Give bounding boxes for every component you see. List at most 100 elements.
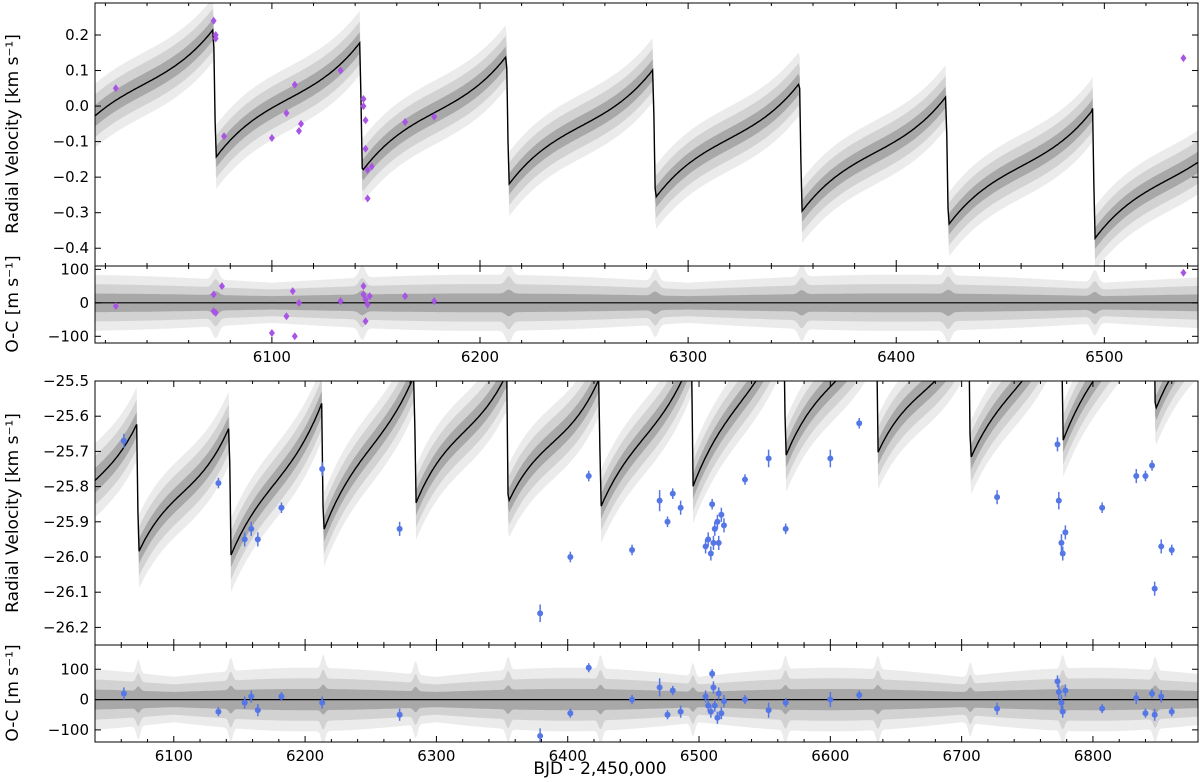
data-point xyxy=(396,711,403,718)
data-point xyxy=(241,536,248,543)
x-tick-label: 6500 xyxy=(680,747,718,765)
data-point xyxy=(1142,473,1149,480)
data-point xyxy=(856,420,863,427)
x-tick-label: 6300 xyxy=(417,747,455,765)
data-point xyxy=(656,497,663,504)
model-band-mid xyxy=(95,381,1185,580)
data-point xyxy=(396,525,403,532)
data-point xyxy=(827,455,834,462)
data-point xyxy=(765,707,772,714)
data-point xyxy=(212,308,219,317)
y-tick-label: −25.9 xyxy=(43,513,89,531)
y-tick-label: −26.2 xyxy=(43,618,89,636)
data-point xyxy=(1062,687,1069,694)
data-point xyxy=(702,693,709,700)
y-tick-label: −100 xyxy=(48,721,89,739)
data-point xyxy=(364,300,371,309)
data-point xyxy=(741,476,748,483)
data-point xyxy=(215,708,222,715)
y-tick-label: −100 xyxy=(48,327,89,345)
data-point xyxy=(1059,550,1066,557)
panel-bottom-residuals: 6100 6200 6300 6400 6500 6600 6700 6800 −100 0 100… xyxy=(3,644,1199,765)
data-point xyxy=(718,710,725,717)
data-point xyxy=(710,684,717,691)
data-point xyxy=(215,480,222,487)
data-point xyxy=(402,292,409,301)
data-point xyxy=(629,546,636,553)
data-point xyxy=(994,705,1001,712)
data-point xyxy=(1062,529,1069,536)
data-point xyxy=(112,84,119,93)
data-point xyxy=(362,317,369,326)
data-point xyxy=(1054,441,1061,448)
data-point xyxy=(218,282,225,291)
data-point xyxy=(1133,473,1140,480)
data-point xyxy=(431,112,438,121)
data-point xyxy=(664,518,671,525)
y-tick-label: 0.0 xyxy=(65,97,89,115)
data-point xyxy=(364,166,371,175)
data-point xyxy=(741,696,748,703)
data-point xyxy=(1168,546,1175,553)
data-point xyxy=(715,539,722,546)
data-point xyxy=(112,302,119,311)
data-point xyxy=(212,34,219,43)
data-point xyxy=(709,501,716,508)
data-point xyxy=(711,525,718,532)
y-tick-label: 100 xyxy=(60,660,89,678)
data-point xyxy=(248,693,255,700)
data-point xyxy=(585,664,592,671)
data-point xyxy=(362,116,369,125)
data-point xyxy=(1055,688,1062,695)
data-point xyxy=(1055,497,1062,504)
data-point xyxy=(669,687,676,694)
data-point xyxy=(1149,462,1156,469)
data-point xyxy=(711,702,718,709)
y-axis-label: O-C [m s⁻¹] xyxy=(3,644,23,741)
y-tick-label: −0.2 xyxy=(53,168,89,186)
data-point xyxy=(709,670,716,677)
y-tick-label: 100 xyxy=(60,260,89,278)
x-tick-label: 6200 xyxy=(461,348,499,366)
x-tick-label: 6200 xyxy=(286,747,324,765)
y-axis-label: O-C [m s⁻¹] xyxy=(3,255,23,352)
data-point xyxy=(1058,539,1065,546)
panel-top-residuals: 6100 6200 6300 6400 6500 −100 0 100 O-C [m s⁻¹] xyxy=(3,255,1199,366)
data-point xyxy=(362,144,369,153)
data-point xyxy=(360,94,367,103)
plot-area xyxy=(95,381,1195,623)
data-point xyxy=(585,473,592,480)
y-tick-label: −26.1 xyxy=(43,583,89,601)
y-tick-label: 0.1 xyxy=(65,62,89,80)
data-point xyxy=(1099,705,1106,712)
data-point xyxy=(1180,54,1187,63)
data-point xyxy=(337,66,344,75)
x-tick-label: 6800 xyxy=(1074,747,1112,765)
data-point xyxy=(1099,504,1106,511)
y-tick-label: −0.3 xyxy=(53,204,89,222)
data-point xyxy=(537,732,544,739)
data-point xyxy=(629,696,636,703)
data-point xyxy=(120,690,127,697)
x-tick-label: 6400 xyxy=(877,348,915,366)
y-tick-label: −25.8 xyxy=(43,478,89,496)
data-point xyxy=(718,511,725,518)
data-point xyxy=(1054,678,1061,685)
data-point xyxy=(268,328,275,337)
data-point xyxy=(283,109,290,118)
data-point xyxy=(283,312,290,321)
data-point xyxy=(254,536,261,543)
data-point xyxy=(254,707,261,714)
y-tick-label: −0.4 xyxy=(53,239,89,257)
y-axis-label: Radial Velocity [km s⁻¹] xyxy=(3,34,23,234)
data-point xyxy=(1059,708,1066,715)
data-point xyxy=(1168,708,1175,715)
x-tick-label: 6400 xyxy=(549,747,587,765)
y-tick-label: 0.2 xyxy=(65,26,89,44)
data-point xyxy=(705,702,712,709)
data-point xyxy=(702,543,709,550)
data-point xyxy=(765,455,772,462)
x-tick-label: 6100 xyxy=(155,747,193,765)
x-axis-label: BJD - 2,450,000 xyxy=(533,759,666,779)
data-point xyxy=(782,525,789,532)
